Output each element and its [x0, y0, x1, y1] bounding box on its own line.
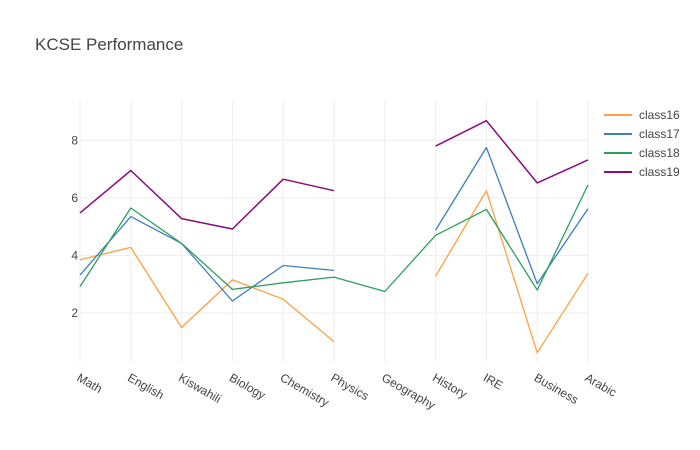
x-tick-label: English	[125, 370, 166, 402]
y-tick-label: 6	[71, 191, 78, 205]
series-line-class17	[435, 146, 589, 285]
series-line-class16	[79, 246, 335, 343]
x-axis-ticks: Math English Kiswahili Biology ChemistryPhys…	[75, 370, 619, 412]
legend[interactable]: class16 class17 class18 class19	[604, 108, 680, 179]
series-line-class18	[79, 184, 589, 293]
x-tick-label: History	[430, 370, 469, 401]
x-tick-label: Kiswahili	[176, 370, 223, 405]
legend-item-class19[interactable]: class19	[604, 165, 680, 179]
x-tick-label: IRE	[481, 370, 505, 392]
y-axis-ticks: 2 4 6 8	[71, 133, 78, 320]
series-line-class17	[79, 215, 335, 302]
series-line-class19	[79, 169, 335, 230]
legend-label: class19	[639, 165, 680, 179]
legend-label: class16	[639, 108, 680, 122]
legend-item-class16[interactable]: class16	[604, 108, 680, 122]
y-tick-label: 4	[71, 248, 78, 262]
legend-item-class17[interactable]: class17	[604, 127, 680, 141]
y-tick-label: 8	[71, 133, 78, 147]
y-tick-label: 2	[71, 306, 78, 320]
x-tick-label: Business	[532, 370, 581, 406]
x-tick-label: Geography	[379, 370, 437, 412]
grid	[79, 100, 589, 362]
series-lines	[79, 119, 589, 354]
series-line-class19	[435, 119, 589, 184]
x-tick-label: Physics	[329, 370, 372, 403]
x-tick-label: Biology	[227, 370, 268, 402]
legend-label: class18	[639, 146, 680, 160]
x-tick-label: Arabic	[583, 370, 619, 399]
series-line-class16	[435, 190, 589, 354]
chart-title: KCSE Performance	[35, 35, 183, 54]
legend-item-class18[interactable]: class18	[604, 146, 680, 160]
x-tick-label: Math	[75, 370, 105, 395]
legend-label: class17	[639, 127, 680, 141]
x-tick-label: Chemistry	[278, 370, 332, 409]
